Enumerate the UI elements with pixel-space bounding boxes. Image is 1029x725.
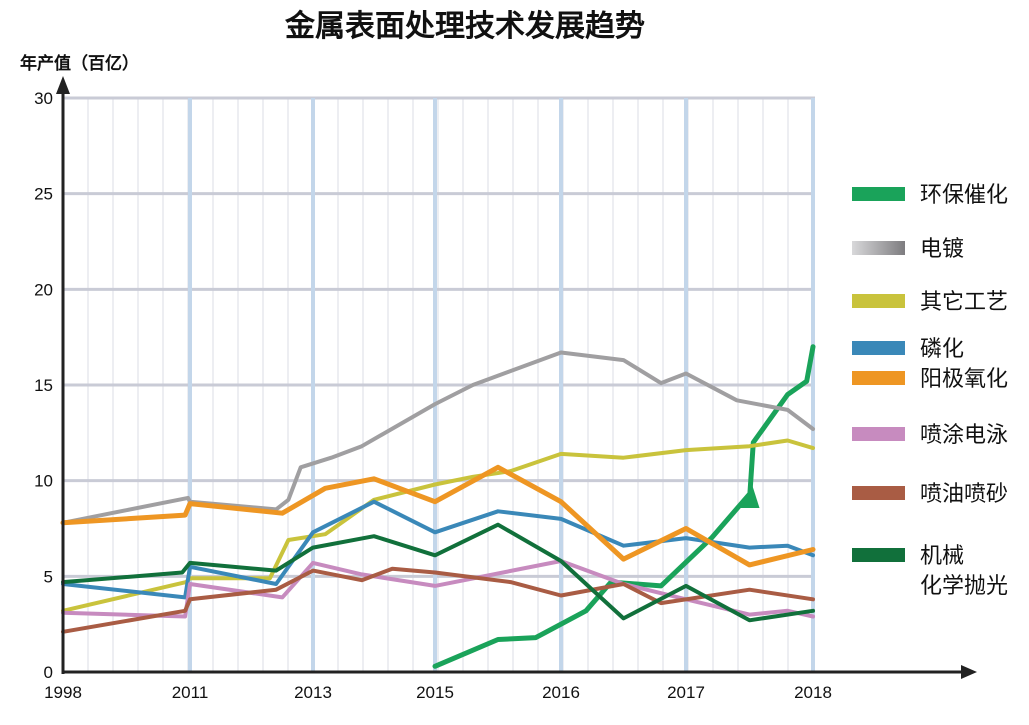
series-line-4 (61, 499, 815, 600)
x-tick-label: 2016 (542, 683, 580, 702)
y-tick-label: 0 (44, 663, 53, 682)
series-line-3 (61, 438, 815, 613)
legend-label-8: 机械化学抛光 (920, 544, 1008, 599)
series-lines (60, 344, 816, 669)
x-tick-label: 2011 (172, 683, 209, 702)
y-tick-label: 30 (34, 89, 53, 108)
legend-swatch-1 (852, 187, 905, 201)
axes (56, 76, 977, 679)
legend-label-5: 阳极氧化 (920, 367, 1008, 392)
series-line-8 (61, 522, 815, 623)
series-line-5 (60, 464, 816, 568)
legend-swatch-7 (852, 486, 905, 500)
series-line-2 (61, 350, 815, 525)
y-axis-arrow (56, 76, 70, 94)
legend-label-6: 喷涂电泳 (920, 423, 1008, 448)
legend-label-3: 其它工艺 (920, 290, 1008, 315)
x-axis-arrow (961, 665, 977, 679)
x-tick-label: 2013 (294, 683, 332, 702)
legend-label-7: 喷油喷砂 (920, 482, 1008, 507)
legend-label-4: 磷化 (920, 337, 964, 362)
x-tick-label: 2018 (794, 683, 832, 702)
legend-swatch-3 (852, 294, 905, 308)
chart-title: 金属表面处理技术发展趋势 (284, 9, 645, 44)
y-tick-label: 20 (34, 280, 53, 299)
legend-label-2: 电镀 (920, 237, 964, 262)
tick-labels: 0 5 10 15 20 25 30 1998 2011 2013 2015 2016 2017 2018 (34, 89, 832, 702)
legend-swatch-4 (852, 341, 905, 355)
x-tick-label: 2015 (416, 683, 454, 702)
legend-swatch-5 (852, 371, 905, 385)
series-arrowhead (740, 486, 760, 509)
grid (63, 96, 815, 672)
y-tick-label: 10 (34, 472, 53, 491)
y-tick-label: 25 (34, 185, 53, 204)
series-line-1 (432, 344, 816, 669)
legend-swatch-6 (852, 427, 905, 441)
y-axis-label: 年产值（百亿） (20, 53, 139, 74)
legend-label-1: 环保催化 (920, 183, 1008, 208)
legend-swatch-8 (852, 548, 905, 562)
x-tick-label: 1998 (44, 683, 82, 702)
series-line-6 (61, 559, 815, 619)
legend-swatch-2 (852, 241, 905, 255)
y-tick-label: 5 (44, 567, 53, 586)
y-tick-label: 15 (34, 376, 53, 395)
x-tick-label: 2017 (667, 683, 705, 702)
